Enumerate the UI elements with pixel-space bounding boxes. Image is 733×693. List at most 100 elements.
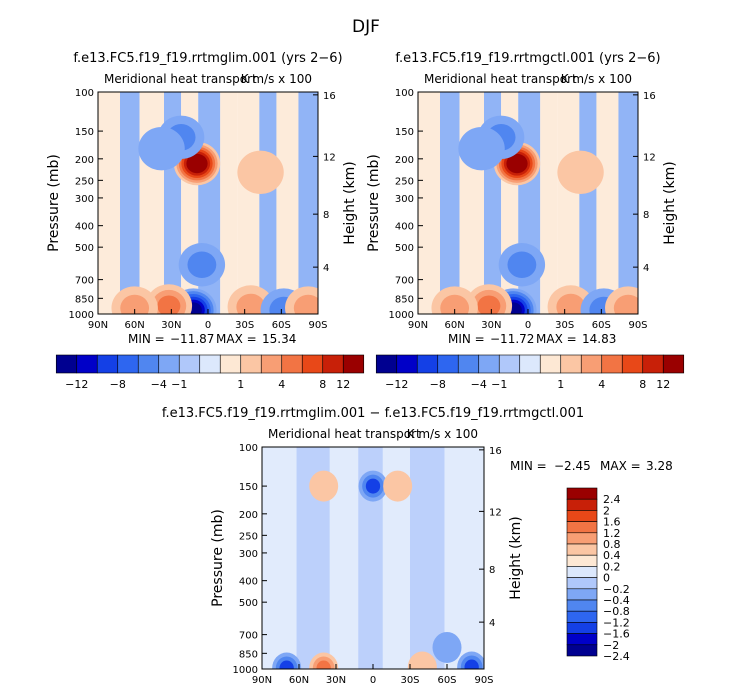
x-tick-label: 30N bbox=[481, 320, 501, 331]
colorbar-label: −4 bbox=[471, 378, 487, 391]
y2-axis-label: Height (km) bbox=[508, 516, 524, 599]
field-feature bbox=[236, 293, 266, 314]
colorbar-swatch bbox=[96, 354, 119, 374]
colorbar-label: −0.2 bbox=[603, 583, 630, 596]
y2-tick-label: 4 bbox=[489, 618, 495, 629]
field-band bbox=[298, 92, 318, 314]
colorbar-label: 4 bbox=[598, 378, 605, 391]
field-band bbox=[418, 92, 440, 314]
y-tick-label: 200 bbox=[75, 155, 94, 166]
panel-title: f.e13.FC5.f19_f19.rrtmglim.001 − f.e13.F… bbox=[162, 406, 584, 421]
field-feature bbox=[365, 478, 381, 494]
y2-tick-label: 4 bbox=[643, 263, 649, 274]
y-tick-label: 300 bbox=[75, 194, 94, 205]
colorbar-swatch bbox=[117, 354, 139, 374]
colorbar-swatch bbox=[519, 354, 541, 374]
field-feature bbox=[557, 150, 604, 195]
colorbar-swatch bbox=[566, 543, 598, 556]
y-tick-label: 300 bbox=[395, 194, 414, 205]
y-tick-label: 100 bbox=[395, 88, 414, 99]
field-feature bbox=[464, 659, 479, 669]
colorbar-label: −1.2 bbox=[603, 616, 630, 629]
colorbar-label: 1.2 bbox=[603, 527, 621, 540]
colorbar-swatch bbox=[539, 354, 562, 374]
x-tick-label: 30S bbox=[555, 320, 574, 331]
field-band bbox=[618, 92, 638, 314]
x-tick-label: 0 bbox=[525, 320, 531, 331]
colorbar-swatch bbox=[566, 487, 598, 500]
panel-subtitle-right: K m/s x 100 bbox=[407, 427, 478, 441]
colorbar-swatch bbox=[498, 354, 521, 374]
field-feature bbox=[316, 660, 331, 669]
field-band bbox=[237, 92, 260, 314]
colorbar-swatch bbox=[566, 633, 598, 646]
y2-tick-label: 4 bbox=[323, 263, 329, 274]
colorbar-label: 0.8 bbox=[603, 538, 621, 551]
y-tick-label: 850 bbox=[75, 294, 94, 305]
panel-1: f.e13.FC5.f19_f19.rrtmglim.001 (yrs 2−6)… bbox=[46, 51, 358, 346]
y-tick-label: 1000 bbox=[389, 310, 414, 321]
field-band bbox=[440, 92, 460, 314]
colorbar-swatch bbox=[478, 354, 500, 374]
colorbar-label: −1 bbox=[171, 378, 187, 391]
colorbar-swatch bbox=[55, 354, 78, 374]
field-feature bbox=[477, 295, 501, 314]
y-tick-label: 300 bbox=[239, 549, 258, 560]
x-tick-label: 60S bbox=[437, 675, 456, 686]
colorbar-top-right: −12 −8 −4 −1 1 4 8 12 bbox=[375, 354, 685, 391]
min-value: −11.72 bbox=[490, 332, 534, 346]
colorbar-swatch bbox=[601, 354, 623, 374]
y-tick-label: 400 bbox=[239, 577, 258, 588]
x-tick-label: 90S bbox=[474, 675, 493, 686]
field-feature bbox=[556, 293, 586, 314]
panel-title: f.e13.FC5.f19_f19.rrtmgctl.001 (yrs 2−6) bbox=[395, 51, 660, 66]
colorbar-swatch bbox=[566, 566, 598, 578]
min-value: −2.45 bbox=[554, 459, 591, 473]
colorbar-swatch bbox=[158, 354, 180, 374]
colorbar-swatch bbox=[566, 577, 598, 590]
colorbar-swatch bbox=[260, 354, 283, 374]
max-label: MAX = bbox=[536, 332, 577, 346]
colorbar-swatch bbox=[566, 498, 598, 511]
colorbar-label: 0.4 bbox=[603, 549, 621, 562]
colorbar-swatch bbox=[566, 554, 598, 567]
y-tick-label: 850 bbox=[239, 649, 258, 660]
max-value: 14.83 bbox=[582, 332, 616, 346]
min-label: MIN = bbox=[510, 459, 547, 473]
y2-tick-label: 16 bbox=[489, 446, 502, 457]
colorbar-label: −8 bbox=[110, 378, 126, 391]
x-tick-label: 90S bbox=[628, 320, 647, 331]
y-tick-label: 200 bbox=[239, 510, 258, 521]
panel-subtitle-left: Meridional heat transport bbox=[104, 72, 257, 86]
field-band bbox=[98, 92, 120, 314]
y-tick-label: 150 bbox=[395, 127, 414, 138]
colorbar-swatch bbox=[566, 610, 598, 623]
colorbar-label: −1.6 bbox=[603, 628, 630, 641]
y-tick-label: 200 bbox=[395, 155, 414, 166]
y-tick-label: 850 bbox=[395, 294, 414, 305]
y-tick-label: 700 bbox=[239, 631, 258, 642]
field-band bbox=[262, 447, 297, 669]
field-band bbox=[444, 447, 484, 669]
colorbar-swatch bbox=[178, 354, 201, 374]
field-feature bbox=[157, 295, 181, 314]
field-band bbox=[557, 92, 580, 314]
y2-tick-label: 12 bbox=[489, 507, 502, 518]
panel-subtitle-left: Meridional heat transport bbox=[424, 72, 577, 86]
y-tick-label: 400 bbox=[395, 222, 414, 233]
field-band bbox=[139, 92, 164, 314]
x-tick-label: 90N bbox=[408, 320, 428, 331]
max-label: MAX = bbox=[600, 459, 641, 473]
colorbar-label: 12 bbox=[656, 378, 670, 391]
colorbar-label: −0.8 bbox=[603, 605, 630, 618]
field-feature bbox=[440, 294, 470, 314]
y-tick-label: 500 bbox=[395, 243, 414, 254]
x-tick-label: 60N bbox=[445, 320, 465, 331]
field-band bbox=[579, 92, 597, 314]
y-tick-label: 500 bbox=[239, 598, 258, 609]
colorbar-swatch bbox=[457, 354, 480, 374]
y2-tick-label: 16 bbox=[323, 91, 336, 102]
y-tick-label: 700 bbox=[75, 276, 94, 287]
field-feature bbox=[309, 470, 339, 502]
